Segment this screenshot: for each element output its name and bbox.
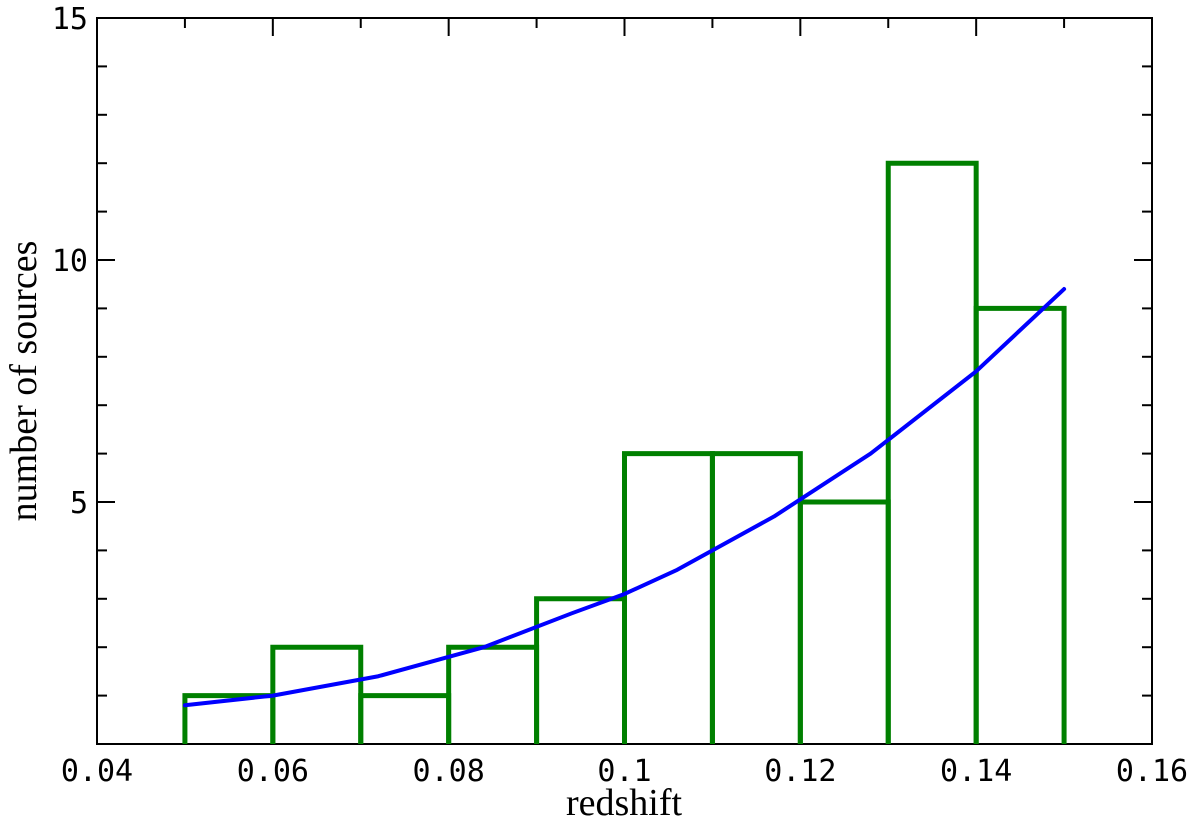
y-tick-labels: 5 10 15 bbox=[52, 2, 88, 521]
y-tick-label: 15 bbox=[52, 2, 88, 37]
histogram-series bbox=[182, 160, 1067, 744]
histogram-bar bbox=[709, 451, 803, 744]
x-tick-label: 0.06 bbox=[237, 754, 309, 789]
x-tick-label: 0.16 bbox=[1116, 754, 1188, 789]
histogram-bar bbox=[446, 644, 540, 744]
y-axis-title: number of sources bbox=[3, 241, 45, 522]
y-tick-label: 5 bbox=[70, 486, 88, 521]
x-tick-label: 0.14 bbox=[940, 754, 1012, 789]
x-tick-label: 0.12 bbox=[764, 754, 836, 789]
x-tick-label: 0.04 bbox=[61, 754, 133, 789]
x-tick-label: 0.1 bbox=[597, 754, 651, 789]
histogram-bar bbox=[270, 644, 364, 744]
model-curve-line bbox=[182, 287, 1067, 708]
y-tick-label: 10 bbox=[52, 244, 88, 279]
histogram-bar bbox=[797, 499, 891, 744]
x-tick-labels: 0.04 0.06 0.08 0.1 0.12 0.14 0.16 bbox=[61, 754, 1188, 789]
histogram-bar bbox=[973, 305, 1067, 744]
x-axis-title: redshift bbox=[566, 782, 683, 824]
x-tick-label: 0.08 bbox=[413, 754, 485, 789]
model-curve-series bbox=[182, 287, 1067, 708]
histogram-bar bbox=[885, 160, 979, 744]
histogram-bar bbox=[358, 693, 452, 744]
histogram-bar bbox=[622, 451, 715, 744]
